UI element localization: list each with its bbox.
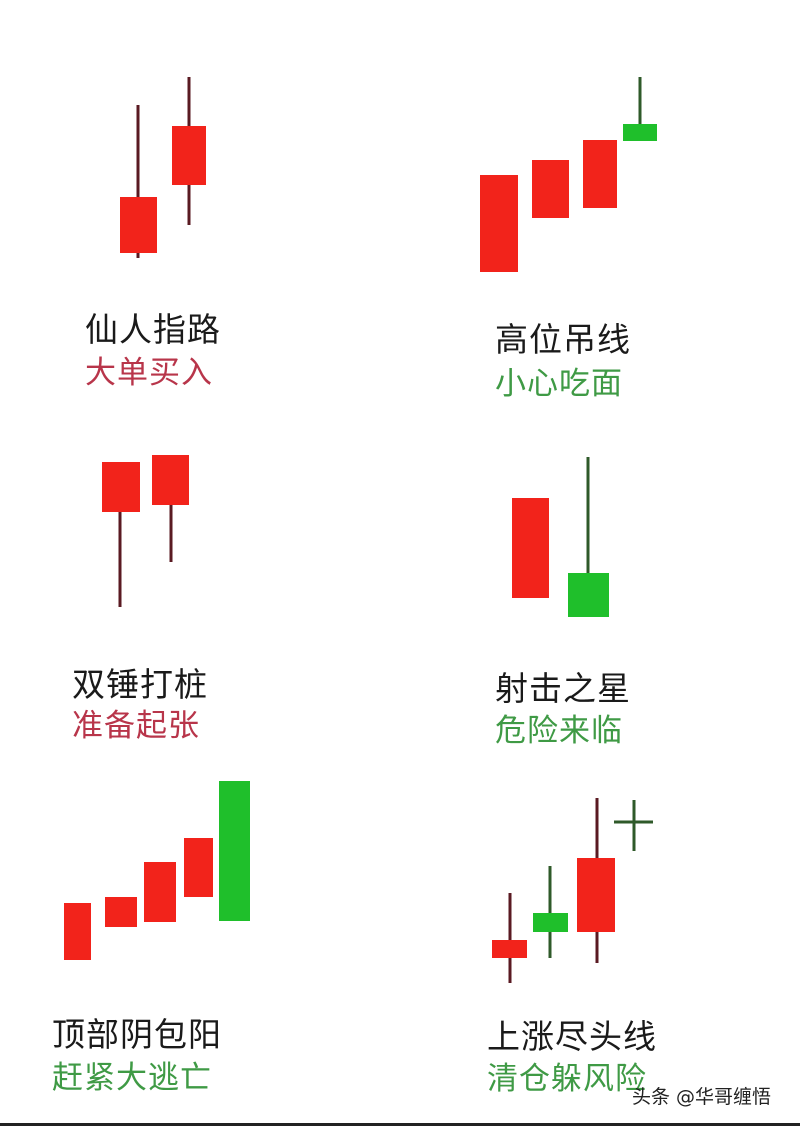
pattern-title: 仙人指路: [85, 310, 221, 349]
pattern-subtitle: 赶紧大逃亡: [52, 1060, 212, 1096]
bullish-candle: [120, 197, 157, 253]
bullish-candle: [172, 126, 206, 185]
bearish-candle: [219, 781, 250, 921]
bullish-candle: [64, 903, 91, 960]
bullish-candle: [144, 862, 176, 922]
bullish-candle: [512, 498, 549, 598]
bearish-candle: [533, 913, 568, 932]
pattern-6-candles: [492, 798, 653, 983]
bullish-candle: [152, 455, 189, 505]
pattern-subtitle: 小心吃面: [495, 366, 623, 402]
pattern-1-candles: [120, 77, 206, 258]
pattern-2-candles: [480, 77, 657, 272]
bearish-candle: [568, 573, 609, 617]
bearish-candle: [623, 124, 657, 141]
bullish-candle: [102, 462, 140, 512]
pattern-title: 双锤打桩: [72, 665, 208, 704]
bullish-candle: [532, 160, 569, 218]
pattern-subtitle: 大单买入: [85, 355, 213, 391]
pattern-subtitle: 危险来临: [495, 713, 623, 749]
bullish-candle: [184, 838, 213, 897]
bottom-border: [0, 1123, 800, 1126]
pattern-5-candles: [64, 781, 250, 960]
bullish-candle: [577, 858, 615, 932]
pattern-title: 上涨尽头线: [487, 1017, 657, 1056]
pattern-title: 高位吊线: [495, 320, 631, 359]
pattern-subtitle: 清仓躲风险: [487, 1061, 647, 1097]
watermark: 头条 @华哥缠悟: [632, 1086, 772, 1108]
bullish-candle: [480, 175, 518, 272]
pattern-4-candles: [512, 457, 609, 617]
pattern-title: 顶部阴包阳: [52, 1015, 222, 1054]
bullish-candle: [492, 940, 527, 958]
bullish-candle: [105, 897, 137, 927]
pattern-title: 射击之星: [495, 669, 631, 708]
pattern-subtitle: 准备起张: [72, 708, 200, 744]
bullish-candle: [583, 140, 617, 208]
pattern-3-candles: [102, 455, 189, 607]
